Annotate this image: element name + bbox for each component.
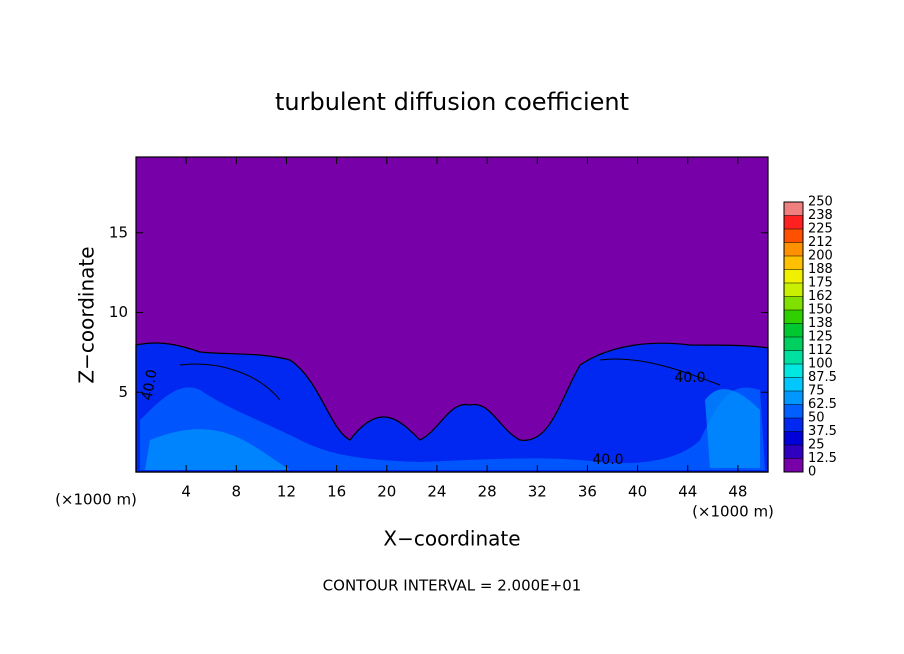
colorbar-swatch [784,364,803,378]
colorbar-label: 50 [808,411,825,426]
colorbar-label: 37.5 [808,424,837,439]
y-tick-label: 10 [109,303,128,321]
colorbar-swatch [784,323,803,337]
colorbar-swatch [784,445,803,459]
colorbar-label: 12.5 [808,451,837,466]
colorbar-swatch [784,296,803,310]
contour-label: 40.0 [592,452,623,468]
colorbar-label: 125 [808,330,833,345]
x-axis-label: X−coordinate [383,527,520,551]
colorbar-label: 87.5 [808,370,837,385]
colorbar-label: 25 [808,438,825,453]
colorbar-swatch [784,310,803,324]
colorbar-swatch [784,337,803,351]
field [135,157,769,473]
colorbar-swatch [784,283,803,297]
x-tick-label: 40 [628,483,647,501]
colorbar-label: 200 [808,249,833,264]
colorbar-swatch [784,350,803,364]
colorbar-label: 138 [808,316,833,331]
colorbar-label: 238 [808,208,833,223]
colorbar-label: 162 [808,289,833,304]
contour-label: 40.0 [139,368,160,401]
colorbar-swatch [784,215,803,229]
x-tick-label: 16 [327,483,346,501]
colorbar-label: 212 [808,235,833,250]
colorbar-label: 250 [808,195,833,210]
colorbar-swatch [784,458,803,472]
colorbar-label: 112 [808,343,833,358]
x-unit: (×1000 m) [55,491,137,509]
colorbar-label: 100 [808,357,833,372]
plot-frame [135,156,769,473]
colorbar-swatch [784,418,803,432]
colorbar-label: 150 [808,303,833,318]
x-tick-label: 20 [377,483,396,501]
y-tick-label: 15 [109,223,128,241]
x-tick-label: 48 [728,483,747,501]
x-tick-label: 24 [427,483,446,501]
y-tick-label: 5 [118,383,128,401]
colorbar-label: 0 [808,465,816,480]
colorbar-swatch [784,242,803,256]
x-tick-label: 28 [478,483,497,501]
colorbar-swatch [784,202,803,216]
colorbar-label: 75 [808,384,825,399]
x-unit: (×1000 m) [692,503,774,521]
x-tick-label: 36 [578,483,597,501]
footer: CONTOUR INTERVAL = 2.000E+01 [323,577,582,595]
colorbar-label: 225 [808,222,833,237]
colorbar-swatch [784,269,803,283]
x-tick-label: 8 [232,483,242,501]
chart-title: turbulent diffusion coefficient [275,88,629,116]
x-tick-label: 12 [277,483,296,501]
x-tick-label: 4 [181,483,191,501]
contour-label: 40.0 [674,370,705,386]
colorbar-label: 188 [808,262,833,277]
colorbar-swatch [784,229,803,243]
colorbar-swatch [784,404,803,418]
y-axis-label: Z−coordinate [75,246,99,383]
colorbar-label: 175 [808,276,833,291]
colorbar-swatch [784,391,803,405]
colorbar-label: 62.5 [808,397,837,412]
colorbar-swatch [784,431,803,445]
colorbar-swatch [784,377,803,391]
colorbar-swatch [784,256,803,270]
x-tick-label: 44 [678,483,697,501]
x-tick-label: 32 [528,483,547,501]
